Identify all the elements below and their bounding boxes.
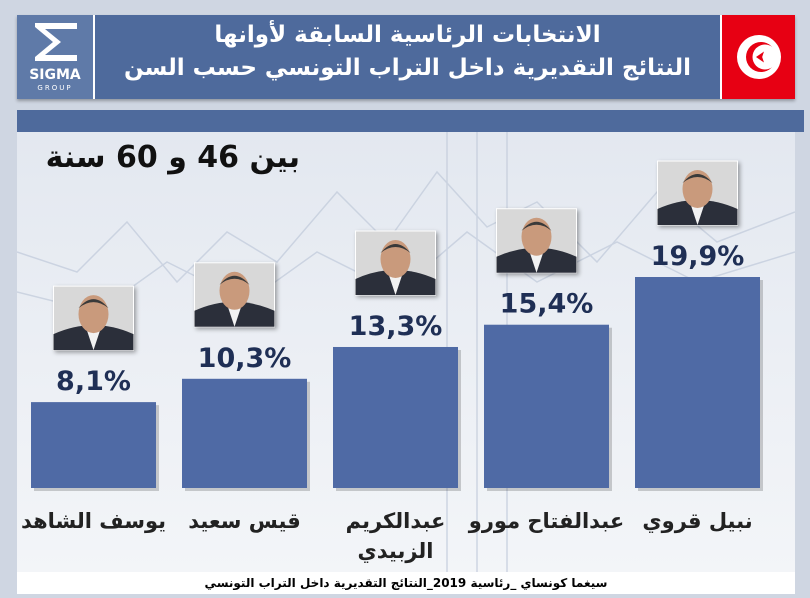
logo-name: SIGMA: [29, 67, 81, 83]
bar: [484, 324, 609, 488]
header-band: [17, 110, 804, 132]
sigma-icon: [35, 23, 77, 61]
candidate-photo: [355, 230, 436, 296]
candidate-photo: [496, 208, 577, 274]
category-label: يوسف الشاهد: [21, 509, 166, 533]
age-group-label: بين 46 و 60 سنة: [45, 140, 300, 175]
candidate-photo: [53, 285, 134, 351]
category-label: عبدالفتاح مورو: [468, 509, 624, 533]
data-label: 8,1%: [56, 366, 131, 397]
category-label: الزبيدي: [358, 539, 434, 564]
source-footer: سيغما كونساي _رئاسية 2019_النتائج التقدي…: [17, 572, 795, 594]
data-label: 19,9%: [651, 241, 745, 272]
candidate-photo: [657, 160, 738, 226]
candidate-photo: [194, 262, 275, 328]
page-title-line2: النتائج التقديرية داخل التراب التونسي حس…: [123, 55, 692, 81]
bar: [182, 378, 307, 488]
bar: [31, 402, 156, 488]
flag-emblem-icon: [737, 35, 781, 79]
category-label: قيس سعيد: [188, 509, 301, 533]
bar: [333, 346, 458, 488]
logo-sub: GROUP: [37, 84, 73, 92]
tunisia-flag: [720, 15, 795, 99]
data-label: 15,4%: [500, 289, 594, 320]
page-title-line1: الانتخابات الرئاسية السابقة لأوانها: [214, 22, 601, 48]
header-bar: [17, 15, 795, 99]
category-label: عبدالكريم: [346, 509, 446, 533]
data-label: 13,3%: [349, 311, 443, 342]
category-label: نبيل قروي: [642, 509, 752, 534]
bar: [635, 277, 760, 488]
data-label: 10,3%: [198, 343, 292, 374]
sigma-logo: SIGMA GROUP: [17, 15, 95, 99]
